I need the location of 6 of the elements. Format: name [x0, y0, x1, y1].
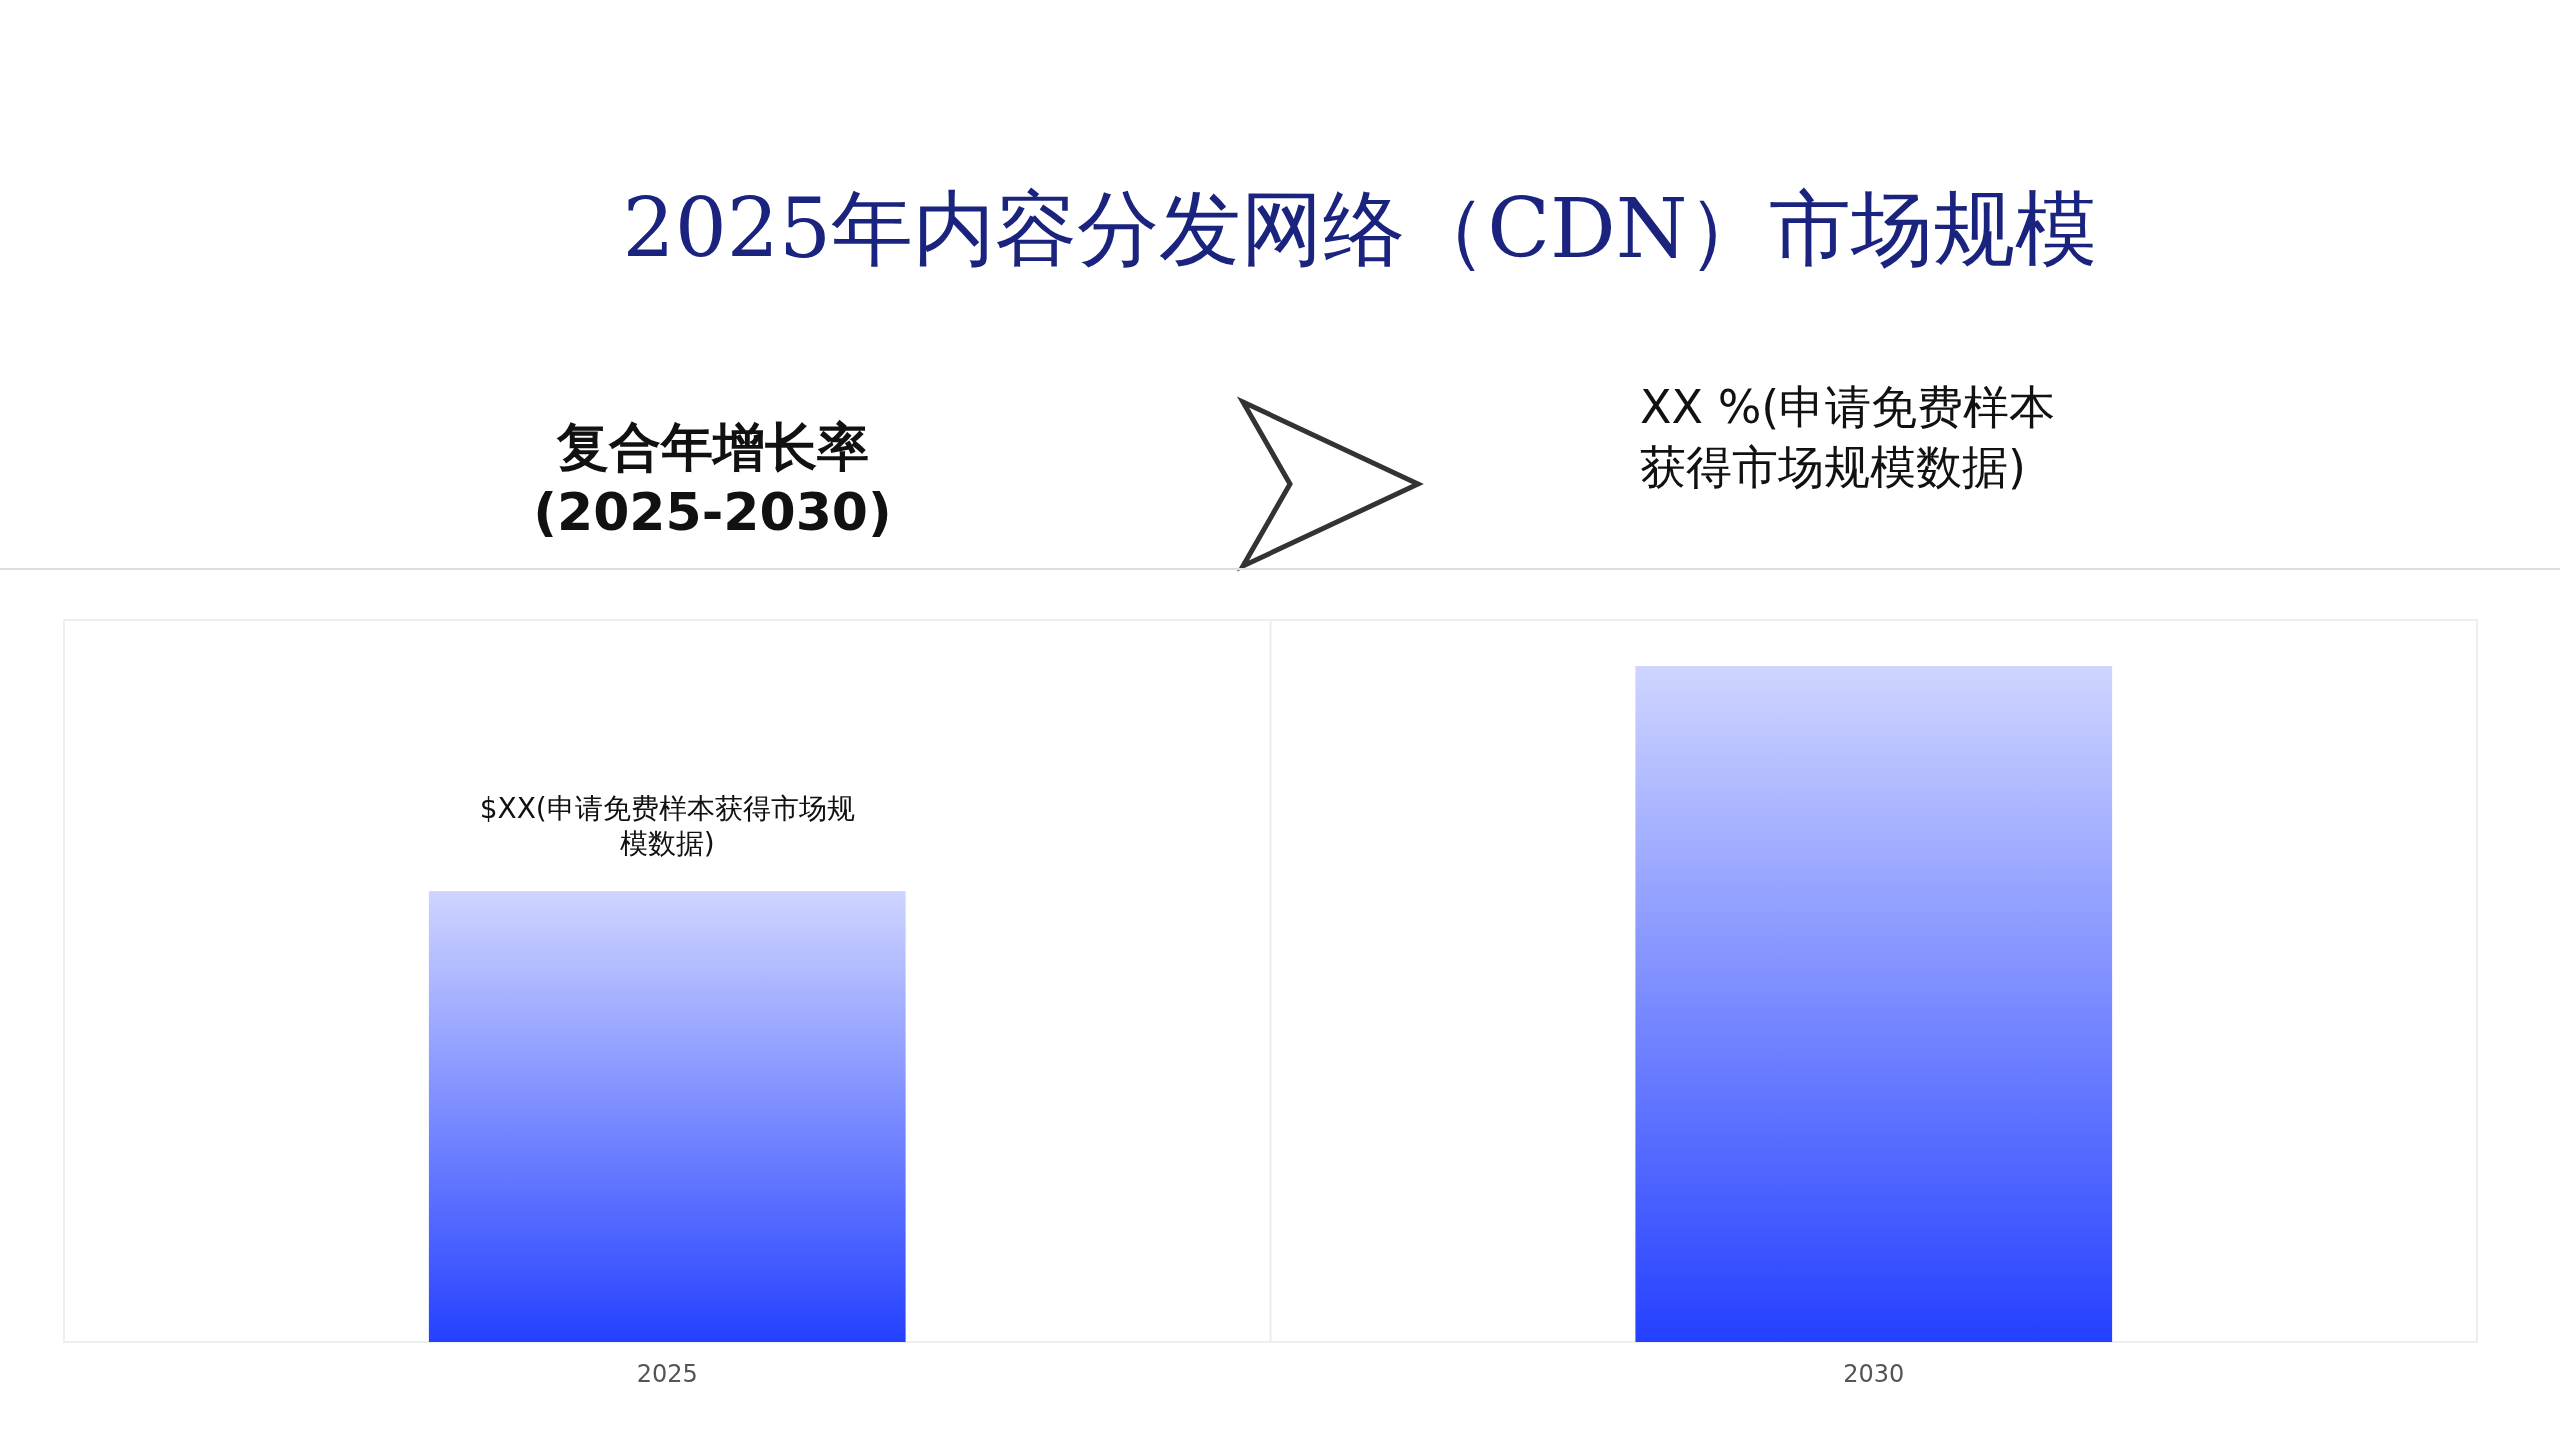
text: XX %(申请免费样本获得市场规模数据): [1640, 379, 2057, 496]
x-tick-label: 2025: [636, 1360, 698, 1388]
text: 复合年增长率 (2025-2030): [532, 416, 893, 544]
chart-title: 2025年内容分发网络（CDN）市场规模: [621, 180, 2099, 278]
annotation: $XX(申请免费样本获得市场规模数据): [478, 791, 856, 862]
x-tick-label: 2030: [1843, 1360, 1905, 1388]
